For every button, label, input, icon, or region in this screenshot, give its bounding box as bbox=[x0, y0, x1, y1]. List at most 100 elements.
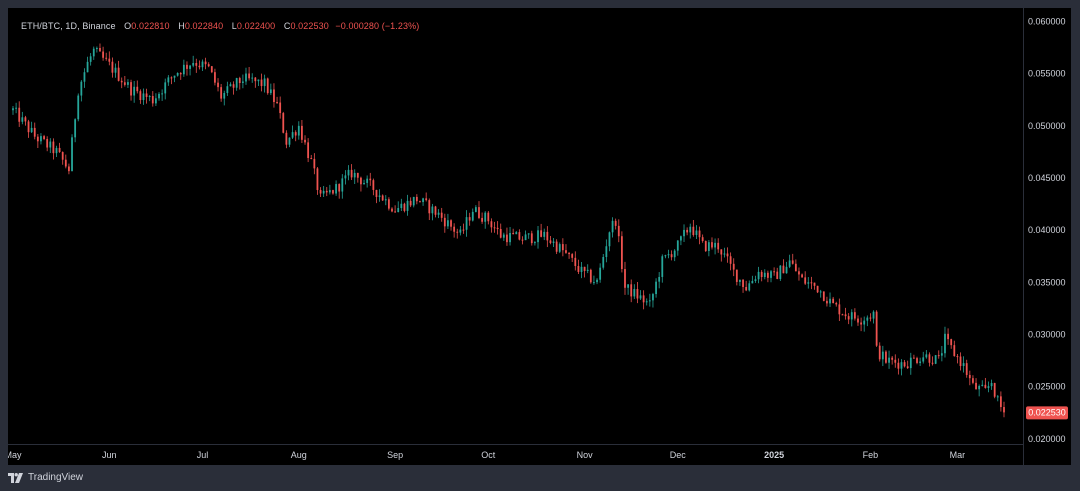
candle bbox=[409, 197, 412, 208]
price-tick-label: 0.025000 bbox=[1028, 382, 1066, 392]
candle bbox=[1003, 401, 1005, 418]
candle bbox=[164, 78, 167, 100]
high-label: H bbox=[178, 21, 185, 31]
candle bbox=[450, 219, 452, 231]
candle bbox=[471, 208, 474, 222]
candle bbox=[518, 229, 521, 241]
candle bbox=[356, 172, 359, 183]
candle bbox=[698, 226, 701, 245]
candle bbox=[241, 74, 244, 89]
candle bbox=[419, 200, 421, 203]
candle bbox=[599, 263, 602, 283]
candle bbox=[754, 275, 757, 283]
candle bbox=[527, 233, 530, 239]
candle bbox=[990, 379, 993, 390]
candle bbox=[537, 226, 539, 249]
candle bbox=[49, 138, 52, 154]
candle bbox=[689, 223, 692, 239]
candle bbox=[304, 135, 306, 145]
price-chart[interactable]: 0.060000 0.055000 0.050000 0.045000 0.040000… bbox=[8, 8, 1071, 465]
candle bbox=[745, 280, 748, 292]
candle bbox=[285, 130, 288, 149]
candle bbox=[614, 218, 617, 230]
candle bbox=[136, 80, 139, 94]
candle bbox=[695, 225, 698, 239]
candle bbox=[593, 275, 595, 285]
ohlc-legend: ETH/BTC, 1D, Binance O0.022810 H0.022840… bbox=[21, 21, 420, 31]
candle bbox=[897, 358, 900, 375]
candle bbox=[913, 354, 915, 359]
candle bbox=[437, 209, 440, 219]
candle bbox=[965, 359, 968, 378]
candle bbox=[232, 81, 235, 95]
candle bbox=[158, 92, 160, 101]
candle bbox=[71, 134, 73, 172]
candle bbox=[24, 115, 27, 126]
candle bbox=[711, 237, 713, 250]
candle bbox=[925, 350, 928, 359]
candle bbox=[68, 163, 70, 175]
candle bbox=[319, 187, 322, 197]
candle bbox=[139, 89, 142, 104]
candle bbox=[707, 240, 710, 257]
candle bbox=[366, 175, 369, 188]
candle bbox=[207, 62, 210, 68]
candle bbox=[155, 93, 157, 106]
price-tick-label: 0.060000 bbox=[1028, 17, 1066, 27]
change-value: −0.000280 (−1.23%) bbox=[335, 21, 420, 31]
candle bbox=[89, 53, 92, 66]
price-tick-label: 0.030000 bbox=[1028, 329, 1066, 339]
candle bbox=[173, 75, 176, 83]
candle bbox=[332, 189, 334, 195]
candle bbox=[384, 195, 387, 206]
candle bbox=[540, 223, 543, 238]
price-tick-label: 0.045000 bbox=[1028, 173, 1066, 183]
time-tick-label: 2025 bbox=[764, 450, 784, 460]
candle bbox=[490, 218, 493, 233]
candle bbox=[74, 118, 77, 143]
candle bbox=[130, 79, 132, 101]
candle bbox=[953, 340, 956, 357]
candle bbox=[406, 194, 409, 216]
candle bbox=[633, 284, 636, 300]
candle bbox=[167, 75, 170, 86]
candle bbox=[847, 313, 850, 325]
candle bbox=[978, 384, 981, 397]
candle bbox=[434, 205, 437, 218]
candle bbox=[77, 93, 80, 122]
candle bbox=[552, 237, 555, 247]
candle bbox=[742, 278, 744, 293]
footer-bar bbox=[0, 465, 1080, 491]
candle bbox=[760, 270, 763, 282]
time-tick-label: Dec bbox=[670, 450, 687, 460]
legend-interval: 1D bbox=[65, 21, 78, 31]
candle bbox=[558, 242, 561, 254]
candle bbox=[378, 189, 381, 202]
candle bbox=[810, 276, 813, 290]
candle bbox=[872, 310, 875, 324]
candle bbox=[589, 268, 592, 284]
brand-logo[interactable]: TradingView bbox=[8, 472, 83, 483]
candle bbox=[462, 223, 465, 234]
open-label: O bbox=[124, 21, 132, 31]
candle bbox=[64, 154, 67, 169]
candle bbox=[80, 80, 83, 102]
candle bbox=[791, 253, 794, 265]
candle bbox=[12, 106, 14, 115]
candle bbox=[704, 240, 707, 253]
candle bbox=[944, 326, 946, 358]
candle bbox=[198, 60, 201, 70]
candle bbox=[850, 309, 853, 327]
candle bbox=[428, 198, 431, 221]
candle bbox=[652, 292, 654, 308]
candle bbox=[732, 258, 735, 277]
close-label: C bbox=[283, 21, 291, 31]
candle bbox=[372, 178, 375, 196]
candle bbox=[170, 76, 173, 85]
candle bbox=[443, 213, 446, 233]
candle bbox=[645, 298, 648, 306]
candle bbox=[549, 236, 552, 245]
candle bbox=[903, 359, 906, 368]
candle bbox=[667, 249, 670, 259]
candle bbox=[673, 249, 676, 262]
